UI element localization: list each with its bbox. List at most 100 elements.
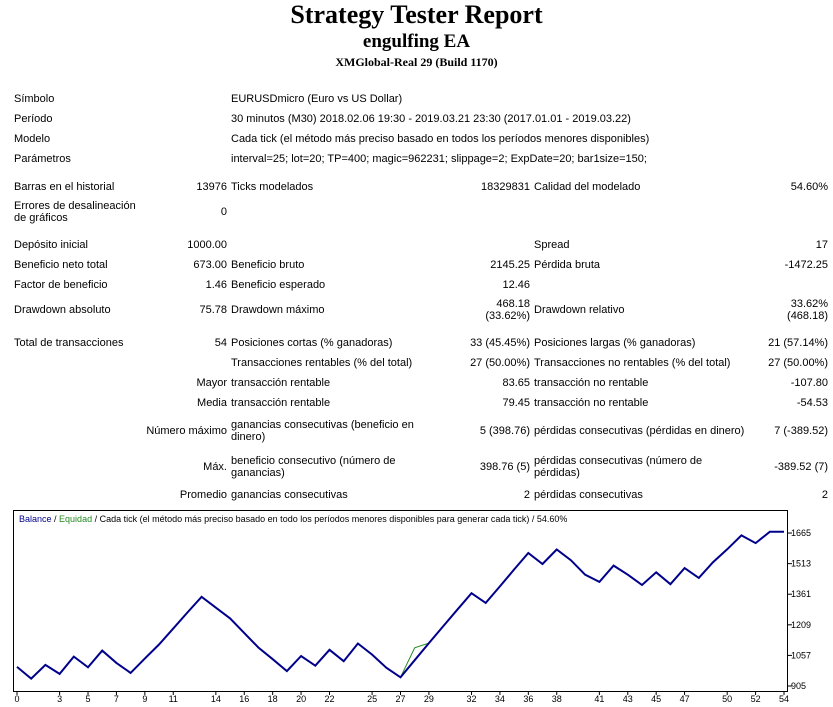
avg-loss-label: transacción no rentable <box>534 397 649 409</box>
model-row: Modelo Cada tick (el método más preciso … <box>12 129 830 149</box>
x-tick-label: 18 <box>268 694 278 704</box>
trades-row: Total de transacciones 54 Posiciones cor… <box>12 333 830 353</box>
max-losses-value: 7 (-389.52) <box>774 425 829 437</box>
average-consecutive-row: Promedio ganancias consecutivas 2 pérdid… <box>12 485 830 505</box>
max-loss-value: -389.52 (7) <box>774 461 829 473</box>
y-tick-label: 1513 <box>791 559 811 569</box>
legend-sep: / <box>52 514 60 524</box>
maximal-row: Máx. beneficio consecutivo (número de ga… <box>12 449 830 485</box>
avg-profit-value: 79.45 <box>502 397 530 409</box>
net-profit-row: Beneficio neto total 673.00 Beneficio br… <box>12 255 830 275</box>
report-title: Strategy Tester Report <box>290 0 543 29</box>
deposit-row: Depósito inicial 1000.00 Spread 17 <box>12 235 830 255</box>
short-positions-label: Posiciones cortas (% ganadoras) <box>231 337 393 349</box>
legend-sep: / <box>92 514 100 524</box>
avg-losses-value: 2 <box>821 489 829 501</box>
x-tick-label: 29 <box>424 694 434 704</box>
net-profit-value: 673.00 <box>193 259 227 271</box>
bars-label: Barras en el historial <box>14 181 115 193</box>
loss-trades-value: 27 (50.00%) <box>768 357 829 369</box>
x-tick-label: 32 <box>467 694 477 704</box>
spread-label: Spread <box>534 239 570 251</box>
largest-loss-value: -107.80 <box>790 377 829 389</box>
x-tick-label: 22 <box>324 694 334 704</box>
total-trades-label: Total de transacciones <box>14 337 124 349</box>
y-tick-label: 1209 <box>791 620 811 630</box>
y-tick-label: 1057 <box>791 650 811 660</box>
ticks-label: Ticks modelados <box>231 181 314 193</box>
short-positions-value: 33 (45.45%) <box>470 337 530 349</box>
expected-payoff-label: Beneficio esperado <box>231 279 326 291</box>
loss-trades-label: Transacciones no rentables (% del total) <box>534 357 731 369</box>
params-value: interval=25; lot=20; TP=400; magic=96223… <box>231 153 647 165</box>
y-tick-label: 1665 <box>791 528 811 538</box>
period-label: Período <box>14 113 53 125</box>
x-tick-label: 9 <box>142 694 147 704</box>
long-positions-value: 21 (57.14%) <box>768 337 829 349</box>
gross-loss-label: Pérdida bruta <box>534 259 601 271</box>
long-positions-label: Posiciones largas (% ganadoras) <box>534 337 696 349</box>
profit-trades-label: Transacciones rentables (% del total) <box>231 357 413 369</box>
x-tick-label: 43 <box>623 694 633 704</box>
x-tick-label: 38 <box>552 694 562 704</box>
avg-losses-label: pérdidas consecutivas <box>534 489 643 501</box>
legend-balance: Balance <box>19 514 52 524</box>
y-tick-label: 905 <box>791 681 806 691</box>
x-tick-label: 36 <box>523 694 533 704</box>
gross-loss-value: -1472.25 <box>784 259 829 271</box>
deposit-value: 1000.00 <box>187 239 227 251</box>
dd-absolute-value: 75.78 <box>199 304 227 316</box>
balance-chart: Balance / Equidad / Cada tick (el método… <box>13 510 811 704</box>
gross-profit-value: 2145.25 <box>490 259 530 271</box>
x-tick-label: 34 <box>495 694 505 704</box>
x-tick-label: 11 <box>169 694 178 704</box>
dd-relative-value: 33.62% (468.18) <box>787 298 829 322</box>
total-trades-value: 54 <box>214 337 227 349</box>
x-tick-label: 52 <box>751 694 761 704</box>
max-number-row: Número máximo ganancias consecutivas (be… <box>12 413 830 449</box>
x-tick-label: 0 <box>14 694 19 704</box>
ticks-value: 18329831 <box>481 181 530 193</box>
balance-line <box>16 530 784 680</box>
x-tick-label: 16 <box>239 694 249 704</box>
x-tick-label: 41 <box>594 694 604 704</box>
bars-row: Barras en el historial 13976 Ticks model… <box>12 177 830 197</box>
profit-factor-value: 1.46 <box>205 279 227 291</box>
largest-loss-label: transacción no rentable <box>534 377 649 389</box>
spread-value: 17 <box>815 239 829 251</box>
x-tick-label: 5 <box>86 694 91 704</box>
chart-legend: Balance / Equidad / Cada tick (el método… <box>19 514 567 524</box>
x-tick-label: 54 <box>779 694 789 704</box>
symbol-row: Símbolo EURUSDmicro (Euro vs US Dollar) <box>12 89 830 109</box>
dd-absolute-label: Drawdown absoluto <box>14 304 111 316</box>
dd-maximal-value: 468.18 (33.62%) <box>485 298 530 322</box>
max-profit-label: beneficio consecutivo (número de gananci… <box>231 455 396 479</box>
profit-trades-value: 27 (50.00%) <box>470 357 530 369</box>
avg-loss-value: -54.53 <box>796 397 829 409</box>
profit-loss-trades-row: Transacciones rentables (% del total) 27… <box>12 353 830 373</box>
server-build: XMGlobal-Real 29 (Build 1170) <box>335 55 498 69</box>
largest-label: Mayor <box>196 377 227 389</box>
max-losses-label: pérdidas consecutivas (pérdidas en diner… <box>534 425 745 437</box>
model-value: Cada tick (el método más preciso basado … <box>231 133 650 145</box>
expected-payoff-value: 12.46 <box>502 279 530 291</box>
x-tick-label: 50 <box>722 694 732 704</box>
y-tick-label: 1361 <box>791 589 811 599</box>
average-label: Media <box>197 397 227 409</box>
plot-frame <box>13 510 788 692</box>
dd-relative-label: Drawdown relativo <box>534 304 625 316</box>
dd-maximal-label: Drawdown máximo <box>231 304 325 316</box>
net-profit-label: Beneficio neto total <box>14 259 108 271</box>
symbol-label: Símbolo <box>14 93 55 105</box>
max-wins-label: ganancias consecutivas (beneficio en din… <box>231 419 414 443</box>
period-row: Período 30 minutos (M30) 2018.02.06 19:3… <box>12 109 830 129</box>
x-tick-label: 47 <box>680 694 690 704</box>
max-loss-label: pérdidas consecutivas (número de pérdida… <box>534 455 703 479</box>
bars-value: 13976 <box>196 181 227 193</box>
x-tick-label: 27 <box>395 694 405 704</box>
largest-row: Mayor transacción rentable 83.65 transac… <box>12 373 830 393</box>
legend-equity: Equidad <box>59 514 92 524</box>
max-number-label: Número máximo <box>146 425 227 437</box>
avg-profit-label: transacción rentable <box>231 397 331 409</box>
report-table: Símbolo EURUSDmicro (Euro vs US Dollar) … <box>12 89 830 505</box>
